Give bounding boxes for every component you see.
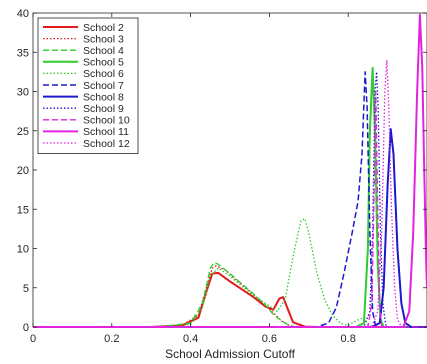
legend-label-school-2: School 2 [83, 22, 124, 34]
legend-label-school-7: School 7 [83, 80, 124, 92]
x-tick-label: 0.8 [341, 333, 356, 345]
y-tick-label: 15 [17, 204, 29, 216]
y-tick-label: 40 [17, 8, 29, 20]
y-tick-label: 25 [17, 126, 29, 138]
x-tick-label: 0.2 [104, 333, 119, 345]
series-line-school-8 [33, 128, 427, 328]
y-tick-label: 30 [17, 87, 29, 99]
series-line-school-11 [33, 13, 427, 328]
series-line-school-4 [33, 261, 427, 328]
legend-label-school-11: School 11 [83, 126, 129, 138]
y-tick-label: 10 [17, 244, 29, 256]
y-tick-label: 0 [23, 322, 29, 334]
x-tick-label: 0.6 [262, 333, 277, 345]
legend-label-school-5: School 5 [83, 57, 124, 69]
y-tick-label: 20 [17, 165, 29, 177]
x-tick-label: 0 [30, 333, 36, 345]
legend-label-school-6: School 6 [83, 68, 124, 80]
legend-label-school-12: School 12 [83, 138, 130, 150]
x-axis-label: School Admission Cutoff [165, 347, 296, 361]
series-line-school-9 [33, 71, 427, 328]
series-lines [33, 13, 427, 328]
series-line-school-2 [33, 271, 427, 328]
y-tick-label: 5 [23, 283, 29, 295]
legend-label-school-9: School 9 [83, 103, 124, 115]
series-line-school-6 [33, 218, 427, 328]
series-line-school-12 [33, 59, 427, 328]
legend-label-school-4: School 4 [83, 45, 124, 57]
x-tick-label: 0.4 [183, 333, 198, 345]
y-axis: 0 5 10 15 20 25 30 35 40 [17, 8, 427, 334]
series-line-school-10 [33, 90, 427, 328]
legend-label-school-3: School 3 [83, 33, 124, 45]
legend-label-school-8: School 8 [83, 91, 124, 103]
y-tick-label: 35 [17, 47, 29, 59]
legend-label-school-10: School 10 [83, 115, 130, 127]
x-axis: 0 0.2 0.4 0.6 0.8 [30, 13, 356, 345]
